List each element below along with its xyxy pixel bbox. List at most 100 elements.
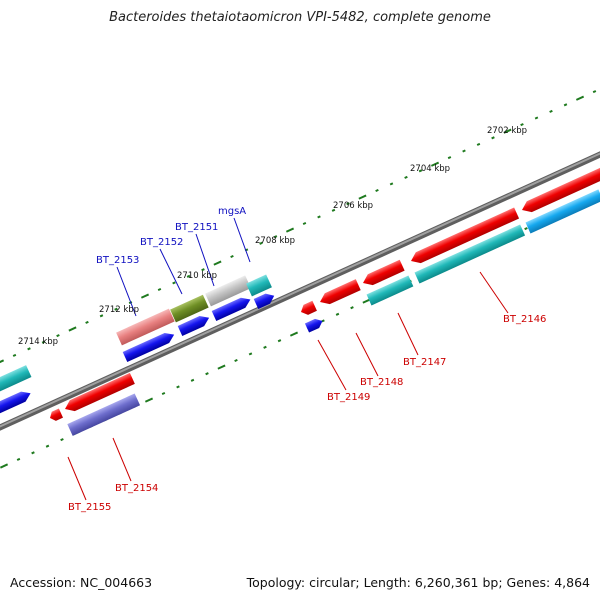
minor-tick bbox=[190, 378, 195, 382]
cds-forward-blue-4[interactable] bbox=[253, 291, 277, 310]
gene-label-BT_2155[interactable]: BT_2155 bbox=[68, 502, 111, 513]
gene-label-BT_2148[interactable]: BT_2148 bbox=[360, 377, 403, 388]
major-tick bbox=[0, 463, 9, 469]
minor-tick bbox=[172, 281, 176, 285]
tick-label-2704: 2704 kbp bbox=[410, 164, 450, 174]
gene-label-BT_2153[interactable]: BT_2153 bbox=[96, 255, 139, 266]
minor-tick bbox=[234, 358, 238, 363]
minor-tick bbox=[277, 339, 282, 343]
cds-slate[interactable] bbox=[67, 393, 141, 436]
minor-tick bbox=[350, 306, 354, 310]
major-tick bbox=[358, 194, 367, 200]
minor-tick bbox=[31, 451, 35, 455]
minor-tick bbox=[404, 175, 408, 179]
minor-tick bbox=[549, 109, 553, 113]
gene-label-BT_2151[interactable]: BT_2151 bbox=[175, 222, 218, 233]
gene-label-BT_2147[interactable]: BT_2147 bbox=[403, 357, 446, 368]
leader-BT_2153 bbox=[116, 266, 137, 317]
minor-tick bbox=[335, 312, 340, 316]
minor-tick bbox=[201, 268, 205, 272]
cds-reverse-red-5[interactable] bbox=[299, 300, 317, 317]
gene-labels-forward: mgsA BT_2151 BT_2152 BT_2153 bbox=[96, 206, 246, 266]
minor-tick bbox=[41, 340, 46, 344]
cds-forward-blue-5[interactable] bbox=[304, 316, 325, 333]
minor-tick bbox=[520, 123, 524, 127]
tick-labels: 2702 kbp 2704 kbp 2706 kbp 2708 kbp 2710… bbox=[18, 126, 527, 347]
leader-BT_2146 bbox=[479, 271, 509, 314]
leader-BT_2155 bbox=[67, 456, 87, 501]
minor-tick bbox=[114, 307, 118, 311]
tick-label-2702: 2702 kbp bbox=[487, 126, 527, 136]
major-tick bbox=[213, 260, 222, 266]
cds-forward-blue-1[interactable] bbox=[122, 330, 177, 363]
tick-label-2708: 2708 kbp bbox=[255, 236, 295, 246]
minor-tick bbox=[375, 188, 379, 193]
cds-grey[interactable] bbox=[205, 275, 251, 307]
gene-label-BT_2154[interactable]: BT_2154 bbox=[115, 483, 158, 494]
minor-tick bbox=[476, 142, 481, 146]
minor-tick bbox=[389, 182, 394, 186]
label-leader-lines bbox=[67, 217, 509, 501]
cds-reverse-red-2[interactable] bbox=[48, 408, 63, 422]
major-tick bbox=[0, 359, 5, 365]
cds-forward-blue-2[interactable] bbox=[177, 313, 212, 337]
minor-tick bbox=[273, 235, 278, 239]
major-tick bbox=[575, 95, 585, 101]
minor-tick bbox=[346, 202, 350, 206]
cds-forward-blue-6[interactable] bbox=[0, 388, 33, 415]
cds-forward-blue-3[interactable] bbox=[211, 294, 253, 322]
minor-tick bbox=[205, 372, 209, 376]
minor-tick bbox=[331, 208, 336, 212]
minor-tick bbox=[60, 438, 64, 442]
tick-label-2712: 2712 kbp bbox=[99, 305, 139, 315]
major-tick bbox=[217, 364, 226, 370]
gene-labels-reverse: BT_2146 BT_2147 BT_2148 BT_2149 BT_2154 … bbox=[68, 314, 546, 513]
cds-cyan-1[interactable] bbox=[246, 274, 272, 297]
minor-tick bbox=[462, 149, 466, 153]
major-tick bbox=[430, 161, 440, 167]
leader-BT_2147 bbox=[397, 312, 419, 356]
cds-reverse-red-6[interactable] bbox=[409, 207, 520, 267]
cds-pink[interactable] bbox=[116, 308, 175, 346]
tick-label-2706: 2706 kbp bbox=[333, 201, 373, 211]
leader-BT_2154 bbox=[112, 437, 132, 482]
major-tick bbox=[362, 298, 371, 304]
cds-cyan-3[interactable] bbox=[414, 224, 526, 284]
minor-tick bbox=[563, 103, 568, 107]
minor-tick bbox=[418, 169, 423, 173]
minor-tick bbox=[27, 347, 31, 351]
gene-label-BT_2149[interactable]: BT_2149 bbox=[327, 392, 370, 403]
major-tick bbox=[503, 128, 512, 134]
gene-label-mgsA[interactable]: mgsA bbox=[218, 206, 246, 217]
cds-olive[interactable] bbox=[170, 294, 209, 323]
major-tick bbox=[289, 331, 299, 337]
cds-cyan-left[interactable] bbox=[0, 365, 32, 392]
gene-arrows bbox=[0, 167, 600, 436]
minor-tick bbox=[157, 287, 162, 292]
major-tick bbox=[285, 227, 295, 233]
major-tick bbox=[140, 293, 150, 299]
minor-tick bbox=[56, 334, 60, 338]
minor-tick bbox=[161, 391, 166, 396]
minor-tick bbox=[176, 385, 180, 389]
cds-reverse-red-3[interactable] bbox=[318, 279, 361, 307]
gene-label-BT_2152[interactable]: BT_2152 bbox=[140, 237, 183, 248]
cds-skyblue[interactable] bbox=[525, 189, 600, 234]
cds-reverse-red-1[interactable] bbox=[63, 372, 135, 415]
cds-reverse-red-4[interactable] bbox=[361, 259, 405, 289]
map-title: Bacteroides thetaiotaomicron VPI-5482, c… bbox=[109, 10, 491, 25]
minor-tick bbox=[16, 457, 21, 461]
minor-tick bbox=[524, 227, 528, 231]
major-tick bbox=[144, 397, 154, 403]
major-tick bbox=[68, 326, 77, 332]
cds-cyan-2[interactable] bbox=[366, 275, 414, 306]
gene-label-BT_2146[interactable]: BT_2146 bbox=[503, 314, 546, 325]
cds-reverse-red-7[interactable] bbox=[520, 167, 600, 215]
minor-tick bbox=[45, 444, 50, 448]
tick-label-2714: 2714 kbp bbox=[18, 337, 58, 347]
leader-BT_2149 bbox=[317, 339, 347, 391]
leader-BT_2148 bbox=[355, 332, 379, 377]
tick-track-upper bbox=[0, 90, 597, 365]
